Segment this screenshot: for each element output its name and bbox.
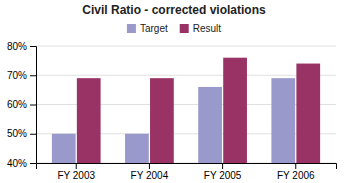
chart: Civil Ratio - corrected violations 40% 50%… [0, 0, 348, 183]
tick: 40% [7, 158, 36, 169]
grid-line [36, 75, 336, 76]
bar [150, 78, 174, 163]
tick: FY 2003 [57, 163, 95, 181]
tick-mark [30, 105, 36, 106]
bars [52, 58, 320, 163]
bar-series [52, 78, 295, 163]
legend: Target Result [127, 23, 221, 34]
tick: 50% [7, 128, 36, 139]
tick-label: 70% [7, 70, 27, 81]
tick: FY 2006 [277, 163, 315, 181]
tick-mark [149, 163, 150, 169]
bar [223, 58, 247, 163]
bar [198, 87, 222, 163]
legend-item: Target [127, 23, 168, 34]
tick: FY 2004 [131, 163, 169, 181]
plot: 40%50%60%70%80%FY 2003FY 2004FY 2005FY 2… [7, 41, 337, 183]
tick-mark [295, 163, 296, 169]
tick-mark [30, 163, 36, 164]
tick-label: 60% [7, 99, 27, 110]
tick-mark [222, 163, 223, 169]
tick-label: FY 2005 [204, 170, 242, 181]
legend-item: Result [180, 23, 222, 34]
tick: 60% [7, 99, 36, 110]
tick: 80% [7, 41, 36, 52]
bar [296, 64, 320, 163]
tick-mark [30, 46, 36, 47]
legend-swatch [180, 24, 189, 33]
bar [52, 134, 76, 163]
bar-series [77, 58, 320, 163]
tick-label: 50% [7, 128, 27, 139]
axis-line [37, 164, 337, 170]
tick-mark [30, 134, 36, 135]
legend-swatch [127, 24, 136, 33]
tick-label: FY 2006 [277, 170, 315, 181]
tick-label: FY 2004 [131, 170, 169, 181]
tick-mark [30, 75, 36, 76]
bar [125, 134, 149, 163]
x-axis: FY 2003 FY 2004 FY 2005 FY 2006 [37, 163, 337, 181]
y-axis: 40% 50% 60% 70% 80% [7, 41, 37, 169]
legend-label: Result [193, 23, 222, 34]
tick-label: FY 2003 [57, 170, 95, 181]
tick-label: 40% [7, 158, 27, 169]
tick-mark [76, 163, 77, 169]
title: Civil Ratio - corrected violations [82, 3, 266, 17]
legend-label: Target [140, 23, 168, 34]
tick: 70% [7, 70, 36, 81]
tick: FY 2005 [204, 163, 242, 181]
axis-line [30, 47, 37, 164]
bar [77, 78, 101, 163]
tick-label: 80% [7, 41, 27, 52]
grid-line [36, 46, 336, 47]
bar [271, 78, 295, 163]
